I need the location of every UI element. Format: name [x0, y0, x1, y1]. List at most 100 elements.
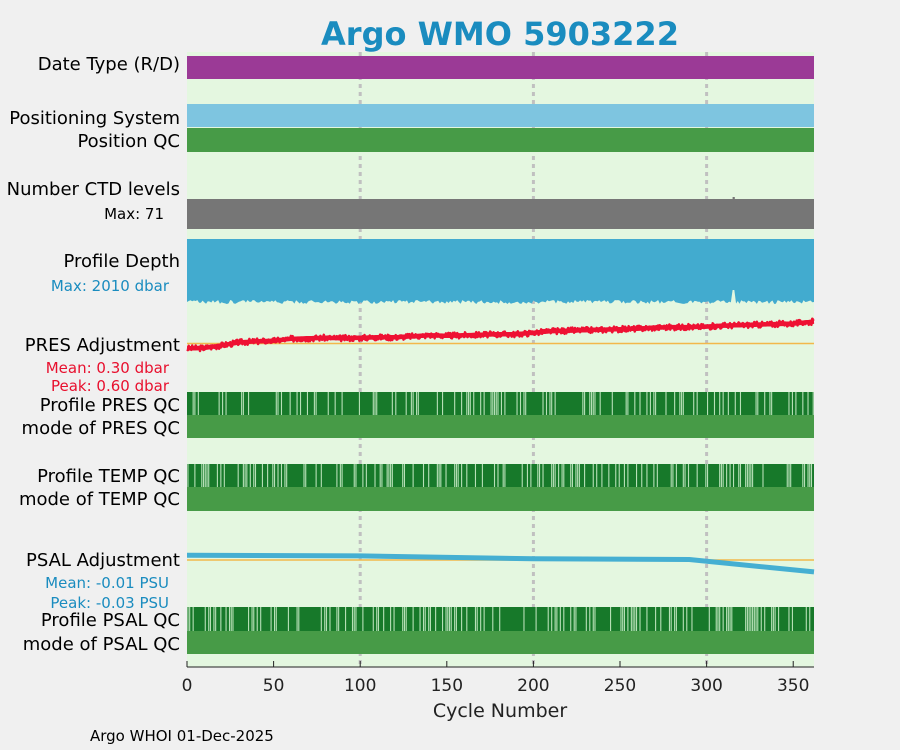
- profile_psal_qc-stripe: [585, 607, 587, 631]
- profile_temp_qc-stripe: [445, 464, 447, 487]
- date_type-band: [187, 56, 814, 79]
- profile_temp_qc-stripe: [341, 464, 343, 487]
- profile_psal_qc-stripe: [248, 607, 250, 631]
- positioning_system-band: [187, 104, 814, 127]
- profile_temp_qc-stripe: [457, 464, 459, 487]
- profile_pres_qc-band: [187, 392, 814, 415]
- profile_temp_qc-stripe: [748, 464, 750, 487]
- profile_psal_qc-stripe: [483, 607, 485, 631]
- profile_psal_qc-stripe: [791, 607, 793, 631]
- profile_psal_qc-stripe: [256, 607, 258, 631]
- profile_temp_qc-stripe: [561, 464, 563, 487]
- profile_psal_qc-stripe: [476, 607, 478, 631]
- profile_psal_qc-stripe: [353, 607, 355, 631]
- label-ctd-levels: Number CTD levels: [7, 179, 180, 200]
- profile_temp_qc-stripe: [305, 464, 307, 487]
- profile_psal_qc-stripe: [325, 607, 328, 631]
- profile_psal_qc-stripe: [253, 607, 255, 631]
- profile_temp_qc-stripe: [474, 464, 477, 487]
- profile_temp_qc-stripe: [739, 464, 742, 487]
- profile_pres_qc-stripe: [589, 392, 591, 415]
- profile_psal_qc-stripe: [691, 607, 693, 631]
- profile_pres_qc-stripe: [194, 392, 196, 415]
- profile_pres_qc-stripe: [625, 392, 627, 415]
- profile_psal_qc-stripe: [480, 607, 482, 631]
- profile_temp_qc-stripe: [726, 464, 728, 487]
- profile_psal_qc-stripe: [809, 607, 811, 631]
- profile_psal_qc-stripe: [764, 607, 766, 631]
- profile_psal_qc-stripe: [372, 607, 374, 631]
- profile_temp_qc-stripe: [455, 464, 457, 487]
- profile_psal_qc-stripe: [674, 607, 676, 631]
- profile_temp_qc-stripe: [244, 464, 246, 487]
- profile_temp_qc-stripe: [194, 464, 196, 487]
- profile_pres_qc-stripe: [679, 392, 681, 415]
- x-axis-label: Cycle Number: [433, 700, 567, 722]
- profile_temp_qc-stripe: [274, 464, 276, 487]
- profile_pres_qc-stripe: [554, 392, 556, 415]
- profile_temp_qc-stripe: [563, 464, 565, 487]
- profile_pres_qc-stripe: [442, 392, 444, 415]
- profile_psal_qc-stripe: [422, 607, 425, 631]
- profile_pres_qc-stripe: [492, 392, 494, 415]
- profile_pres_qc-stripe: [225, 392, 227, 415]
- profile_temp_qc-stripe: [670, 464, 672, 487]
- profile_psal_qc-stripe: [450, 607, 452, 631]
- profile_pres_qc-stripe: [757, 392, 759, 415]
- profile_pres_qc-stripe: [277, 392, 279, 415]
- profile_temp_qc-stripes: [187, 464, 813, 487]
- profile_pres_qc-stripe: [584, 392, 586, 415]
- profile_pres_qc-stripe: [376, 392, 378, 415]
- profile_temp_qc-stripe: [575, 464, 577, 487]
- profile_psal_qc-stripe: [424, 607, 426, 631]
- x-tick-label-0: 0: [182, 676, 193, 696]
- profile_psal_qc-stripe: [682, 607, 684, 631]
- profile_psal_qc-stripe: [209, 607, 212, 631]
- profile_temp_qc-stripe: [412, 464, 414, 487]
- profile_pres_qc-stripe: [454, 392, 456, 415]
- mode_psal_qc-band: [187, 631, 814, 654]
- profile_pres_qc-stripe: [639, 392, 641, 415]
- profile_temp_qc-stripe: [454, 464, 456, 487]
- profile_temp_qc-stripe: [746, 464, 748, 487]
- profile_psal_qc-stripe: [220, 607, 222, 631]
- profile_psal_qc-stripe: [589, 607, 591, 631]
- profile_pres_qc-stripe: [218, 392, 220, 415]
- label-profile-psal-qc: Profile PSAL QC: [41, 610, 180, 631]
- profile_pres_qc-stripe: [649, 392, 651, 415]
- profile_temp_qc-stripe: [719, 464, 721, 487]
- profile_pres_qc-stripe: [372, 392, 374, 415]
- profile_temp_qc-stripe: [388, 464, 390, 487]
- profile_pres_qc-stripe: [493, 392, 496, 415]
- profile_psal_qc-stripe: [715, 607, 717, 631]
- profile_temp_qc-stripe: [653, 464, 655, 487]
- profile_pres_qc-stripe: [197, 392, 199, 415]
- profile_pres_qc-stripe: [812, 392, 814, 415]
- profile_pres_qc-stripe: [395, 392, 397, 415]
- profile_temp_qc-stripe: [618, 464, 620, 487]
- profile_temp_qc-stripe: [571, 464, 574, 487]
- profile_psal_qc-stripe: [402, 607, 404, 631]
- profile_pres_qc-stripe: [490, 392, 492, 415]
- profile_temp_qc-stripe: [187, 464, 189, 487]
- profile_temp_qc-stripe: [750, 464, 752, 487]
- profile_pres_qc-stripe: [551, 392, 553, 415]
- profile_psal_qc-stripe: [547, 607, 549, 631]
- x-tick-label-350: 350: [777, 676, 809, 696]
- profile_pres_qc-stripe: [693, 392, 695, 415]
- profile_psal_qc-stripe: [760, 607, 762, 631]
- profile_psal_qc-stripe: [570, 607, 572, 631]
- profile_temp_qc-stripe: [502, 464, 504, 487]
- label-date-type: Date Type (R/D): [38, 54, 180, 75]
- profile_pres_qc-stripe: [296, 392, 298, 415]
- profile_psal_qc-stripe: [228, 607, 231, 631]
- profile_temp_qc-stripe: [687, 464, 690, 487]
- profile_pres_qc-stripe: [791, 392, 793, 415]
- profile_temp_qc-stripe: [374, 464, 376, 487]
- profile_temp_qc-stripe: [493, 464, 496, 487]
- profile_temp_qc-stripe: [732, 464, 735, 487]
- profile_temp_qc-stripe: [386, 464, 388, 487]
- profile_pres_qc-stripe: [248, 392, 250, 415]
- profile_pres_qc-stripe: [682, 392, 684, 415]
- profile_temp_qc-stripe: [201, 464, 203, 487]
